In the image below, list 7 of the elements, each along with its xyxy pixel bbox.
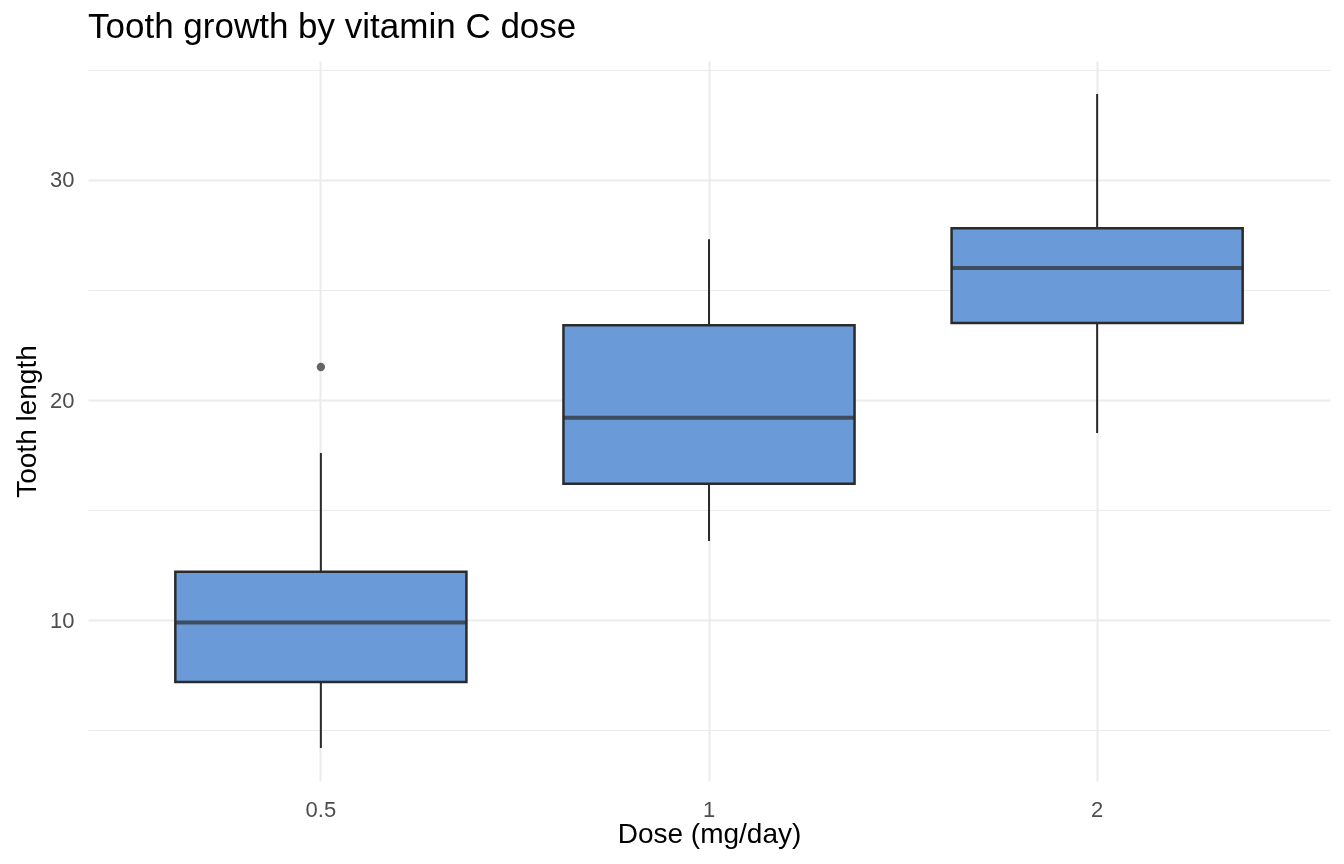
x-tick-label: 2: [1091, 796, 1104, 822]
chart-title: Tooth growth by vitamin C dose: [88, 5, 577, 45]
y-tick-label: 30: [50, 167, 75, 193]
y-tick-label: 20: [50, 387, 75, 413]
y-tick-label: 10: [50, 607, 75, 633]
x-tick-label: 0.5: [305, 796, 337, 822]
y-axis-title: Tooth length: [11, 345, 43, 498]
